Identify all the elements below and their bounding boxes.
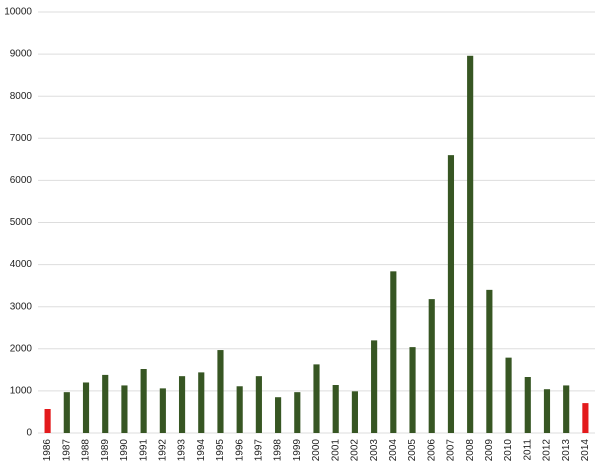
x-tick-label: 2014 (580, 439, 591, 462)
y-tick-label: 8000 (10, 91, 33, 102)
bar (543, 389, 551, 433)
bar (63, 392, 70, 433)
bar (275, 397, 282, 433)
y-tick-label: 4000 (10, 259, 33, 270)
bar (217, 350, 224, 433)
bar (178, 376, 186, 433)
bar (236, 386, 243, 433)
x-tick-label: 1996 (234, 439, 245, 462)
x-tick-label: 1990 (119, 439, 130, 462)
bar (82, 382, 90, 433)
x-tick-label: 1992 (157, 439, 168, 462)
x-tick-label: 2005 (407, 439, 418, 462)
y-tick-label: 10000 (4, 7, 32, 18)
bar (390, 271, 397, 433)
x-tick-label: 2001 (330, 439, 341, 462)
y-tick-label: 0 (26, 428, 32, 439)
bar (294, 392, 301, 433)
bar (198, 372, 205, 433)
x-tick-label: 2009 (484, 439, 495, 462)
bar (428, 299, 435, 433)
x-tick-label: 2004 (388, 439, 399, 462)
x-tick-label: 2011 (522, 439, 533, 461)
bar (371, 340, 378, 433)
bar (447, 155, 455, 433)
y-tick-label: 9000 (10, 49, 33, 60)
x-tick-label: 2007 (446, 439, 457, 462)
bar (505, 357, 512, 433)
bar (102, 374, 109, 433)
y-tick-label: 2000 (10, 343, 33, 354)
bar (409, 347, 416, 433)
x-tick-label: 2012 (542, 439, 553, 462)
x-tick-label: 2010 (503, 439, 514, 462)
bar (467, 55, 474, 434)
x-tick-label: 1994 (196, 439, 207, 462)
x-tick-label: 1993 (177, 439, 188, 462)
x-tick-label: 1986 (42, 439, 53, 462)
x-tick-label: 1998 (273, 439, 284, 462)
x-tick-label: 2013 (561, 439, 572, 462)
x-tick-label: 2008 (465, 439, 476, 462)
x-tick-label: 1999 (292, 439, 303, 462)
x-tick-label: 2006 (426, 439, 437, 462)
bar (121, 385, 128, 433)
bar (486, 289, 493, 433)
y-tick-label: 3000 (10, 301, 33, 312)
bar (563, 385, 570, 433)
x-tick-label: 2003 (369, 439, 380, 462)
y-tick-label: 6000 (10, 175, 33, 186)
bar (140, 369, 147, 433)
bar (159, 388, 166, 433)
bar (313, 364, 320, 433)
y-tick-label: 7000 (10, 133, 33, 144)
bar (332, 385, 339, 433)
x-tick-label: 1997 (254, 439, 265, 462)
bar (255, 376, 262, 433)
x-tick-label: 1988 (81, 439, 92, 462)
x-tick-label: 1995 (215, 439, 226, 462)
x-tick-label: 2000 (311, 439, 322, 462)
x-tick-label: 1987 (61, 439, 72, 462)
bar (44, 409, 51, 433)
x-tick-label: 1991 (138, 439, 149, 462)
bar (524, 377, 531, 433)
bar (351, 391, 358, 433)
x-tick-label: 1989 (100, 439, 111, 462)
y-tick-label: 5000 (10, 217, 33, 228)
bar (582, 403, 589, 433)
y-tick-label: 1000 (10, 386, 33, 397)
x-tick-label: 2002 (350, 439, 361, 462)
